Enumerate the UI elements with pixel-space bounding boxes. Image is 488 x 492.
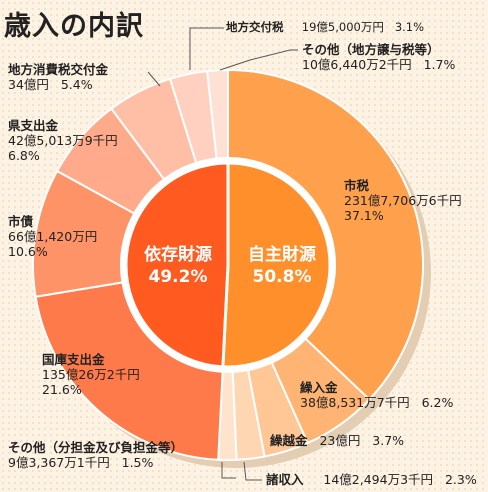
leader-chihokofuzei — [189, 27, 224, 70]
label-chihokofuzei-amount: 19億5,000万円 — [301, 20, 384, 34]
label-shoshunyu-name: 諸収入 — [266, 472, 304, 487]
chart-title: 歳入の内訳 — [4, 11, 144, 42]
label-kurikoshikin: 繰越金 23億円 3.7% — [270, 433, 404, 448]
leader-shoshunyu — [243, 461, 262, 481]
label-kenshishutsu-name: 県支出金 — [8, 118, 59, 133]
label-shoshunyu-percent: 2.3% — [444, 472, 477, 487]
inner-slice-izon — [124, 161, 230, 369]
label-kokko-name: 国庫支出金 — [42, 352, 105, 367]
label-kurikomikin-name: 繰入金 — [300, 380, 338, 395]
inner-label-jishu-name: 自主財源 — [248, 245, 316, 265]
label-kurikoshikin-amount: 23億円 — [319, 433, 361, 448]
label-kokko-percent: 21.6% — [42, 382, 82, 397]
inner-label-izon-percent: 49.2% — [148, 267, 208, 287]
label-chihoshohi-amount: 34億円 — [8, 77, 49, 92]
leader-sonota-joyozei — [219, 49, 298, 71]
label-shizei-percent: 37.1% — [344, 208, 384, 223]
label-sonota-buntankin-percent: 1.5% — [121, 455, 154, 470]
label-chihokofuzei-name: 地方交付税 — [226, 20, 284, 34]
label-kurikomikin-percent: 6.2% — [421, 395, 454, 410]
label-shisai-name: 市債 — [8, 214, 34, 229]
label-kenshishutsu-amount: 42億5,013万9千円 — [8, 133, 118, 148]
label-shisai-amount: 66億1,420万円 — [8, 229, 98, 244]
label-chihoshohi-name: 地方消費税交付金 — [8, 62, 109, 77]
label-sonota-joyozei: その他（地方譲与税等） 10億6,440万2千円 1.7% — [302, 42, 455, 72]
label-sonota-buntankin: その他（分担金及び負担金等） 9億3,367万1千円 1.5% — [8, 440, 183, 470]
label-shizei-name: 市税 — [344, 178, 370, 193]
label-kenshishutsu-percent: 6.8% — [8, 148, 40, 163]
inner-slice-jishu — [221, 161, 332, 369]
label-kurikomikin-amount: 38億8,531万7千円 — [300, 395, 410, 410]
label-sonota-joyozei-percent: 1.7% — [423, 57, 456, 72]
label-sonota-buntankin-name: その他（分担金及び負担金等） — [8, 440, 184, 455]
label-kurikomikin: 繰入金 38億8,531万7千円 6.2% — [300, 380, 453, 410]
leader-sonota-buntankin — [221, 462, 236, 479]
label-shoshunyu: 諸収入 14億2,494万3千円 2.3% — [266, 472, 477, 487]
label-kokko: 国庫支出金 135億26万2千円 21.6% — [42, 352, 140, 397]
label-shizei: 市税 231億7,706万6千円 37.1% — [344, 178, 462, 223]
inner-label-izon-name: 依存財源 — [144, 245, 212, 265]
label-chihokofuzei: 地方交付税 19億5,000万円 3.1% — [226, 20, 424, 35]
label-kurikoshikin-percent: 3.7% — [372, 433, 405, 448]
label-shizei-amount: 231億7,706万6千円 — [344, 193, 462, 208]
label-sonota-joyozei-amount: 10億6,440万2千円 — [302, 57, 412, 72]
leader-chihoshohi — [147, 71, 161, 87]
label-kurikoshikin-name: 繰越金 — [270, 433, 308, 448]
label-chihoshohi-percent: 5.4% — [60, 77, 93, 92]
inner-label-jishu-percent: 50.8% — [252, 267, 312, 287]
label-shisai: 市債 66億1,420万円 10.6% — [8, 214, 97, 259]
inner-label-izon: 依存財源 49.2% — [128, 244, 228, 288]
label-chihokofuzei-percent: 3.1% — [394, 20, 425, 34]
label-shisai-percent: 10.6% — [8, 244, 48, 259]
label-sonota-joyozei-name: その他（地方譲与税等） — [302, 42, 440, 57]
label-sonota-buntankin-amount: 9億3,367万1千円 — [8, 455, 110, 470]
label-chihoshohi: 地方消費税交付金 34億円 5.4% — [8, 62, 108, 92]
label-kenshishutsu: 県支出金 42億5,013万9千円 6.8% — [8, 118, 118, 163]
label-kokko-amount: 135億26万2千円 — [42, 367, 140, 382]
inner-label-jishu: 自主財源 50.8% — [232, 244, 332, 288]
label-shoshunyu-amount: 14億2,494万3千円 — [323, 472, 434, 487]
